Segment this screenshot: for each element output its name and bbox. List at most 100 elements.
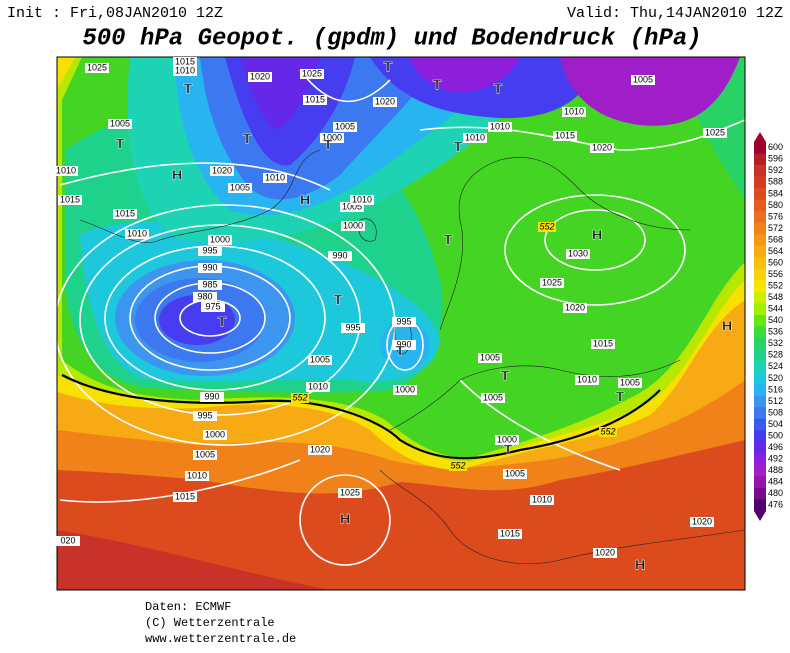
colorbar-label: 532 (768, 338, 783, 348)
isobar-label-bg (208, 235, 232, 245)
isobar-label-bg (590, 143, 614, 153)
isobar-label-bg (198, 263, 222, 273)
isobar-label: 1025 (302, 68, 322, 78)
isobar-label-bg (333, 122, 357, 132)
isobar-label: 1030 (568, 248, 588, 258)
colorbar-label: 556 (768, 269, 783, 279)
colorbar-swatch (754, 476, 766, 489)
isobar-label: 1025 (705, 127, 725, 137)
isobar-label-bg (308, 445, 332, 455)
isobar-label-bg (553, 131, 577, 141)
isobar-label-bg (575, 375, 599, 385)
colorbar-swatch (754, 407, 766, 420)
isobar-label-bg (478, 353, 502, 363)
isobar-label: 1015 (305, 94, 325, 104)
colorbar-label: 600 (768, 142, 783, 152)
pressure-center: H (722, 318, 732, 334)
isobar-label-bg (248, 72, 272, 82)
colorbar-swatch (754, 384, 766, 396)
isobar-label: 1010 (490, 121, 510, 131)
isobar-label-bg (173, 66, 197, 76)
pressure-center: T (243, 131, 252, 147)
colorbar-label: 492 (768, 453, 783, 463)
colorbar-swatch (754, 291, 766, 304)
colorbar-label: 516 (768, 384, 783, 394)
colorbar-swatch (754, 176, 766, 189)
colorbar-swatch (754, 188, 766, 200)
colorbar-swatch (754, 499, 766, 512)
isobar-label: 1015 (593, 338, 613, 348)
colorbar-swatch (754, 199, 766, 212)
isobar-label: 1020 (212, 165, 232, 175)
isobar-label: 1000 (322, 132, 342, 142)
isobar-label: 020 (60, 535, 75, 545)
colorbar-label: 496 (768, 442, 783, 452)
isobar-label: 985 (202, 279, 217, 289)
isobar-label: 1010 (127, 228, 147, 238)
isobar-label-bg (591, 339, 615, 349)
colorbar-label: 572 (768, 223, 783, 233)
contour-label-bg (449, 461, 467, 471)
colorbar-arrow-bottom (754, 511, 766, 521)
isobar-label-bg (495, 435, 519, 445)
isobar-label: 1005 (620, 377, 640, 387)
isobar-label-bg (566, 249, 590, 259)
contour-label-bg (599, 427, 617, 437)
isobar-label: 1000 (205, 429, 225, 439)
contour-label: 552 (450, 460, 465, 470)
colorbar-swatch (754, 418, 766, 431)
colorbar-label: 560 (768, 257, 783, 267)
isobar-label-bg (210, 166, 234, 176)
pressure-center: H (635, 557, 645, 573)
isobar-label-bg (631, 75, 655, 85)
isobar-label-bg (200, 392, 224, 402)
isobar-label-bg (393, 385, 417, 395)
colorbar-label: 580 (768, 200, 783, 210)
colorbar-arrow-top (754, 132, 766, 142)
colorbar-label: 480 (768, 488, 783, 498)
isobar-label-bg (373, 97, 397, 107)
isobar-label: 1020 (692, 516, 712, 526)
isobar-label: 980 (197, 291, 212, 301)
pressure-center: T (504, 442, 513, 458)
map-frame (56, 56, 746, 591)
colorbar-label: 520 (768, 373, 783, 383)
isobar-label: 1015 (60, 194, 80, 204)
field-band (410, 57, 520, 93)
isobar-label-bg (54, 166, 78, 176)
isobar-label: 995 (396, 316, 411, 326)
isobar-label-bg (328, 251, 352, 261)
contour-label: 552 (600, 426, 615, 436)
colorbar-label: 544 (768, 304, 783, 314)
isobar-label: 995 (202, 245, 217, 255)
isobar-label-bg (498, 529, 522, 539)
isobar-label-bg (481, 393, 505, 403)
isobar-label: 1005 (505, 468, 525, 478)
isobar-label: 1000 (343, 220, 363, 230)
isobar-label: 1005 (342, 201, 362, 211)
pressure-center: T (616, 389, 625, 405)
colorbar-swatch (754, 326, 766, 339)
isobar-label: 995 (197, 410, 212, 420)
footer-copyright: (C) Wetterzentrale (145, 616, 275, 630)
colorbar-swatch (754, 361, 766, 373)
isobar-label-bg (306, 382, 330, 392)
isobar-label: 1005 (633, 74, 653, 84)
map-title: 500 hPa Geopot. (gpdm) und Bodendruck (h… (82, 25, 701, 52)
pressure-center: T (433, 77, 442, 93)
isobar-label-bg (320, 133, 344, 143)
isobar-label: 1025 (87, 62, 107, 72)
colorbar-label: 564 (768, 246, 783, 256)
pressure-center: T (494, 81, 503, 97)
isobar-label-bg (125, 229, 149, 239)
contour-label-bg (538, 222, 556, 232)
colorbar-swatch (754, 372, 766, 385)
colorbar-swatch (754, 453, 766, 466)
isobar-label: 1000 (210, 234, 230, 244)
colorbar-swatch (754, 280, 766, 293)
contour-label-bg (291, 393, 309, 403)
colorbar-label: 540 (768, 315, 783, 325)
pressure-center: T (384, 59, 393, 75)
